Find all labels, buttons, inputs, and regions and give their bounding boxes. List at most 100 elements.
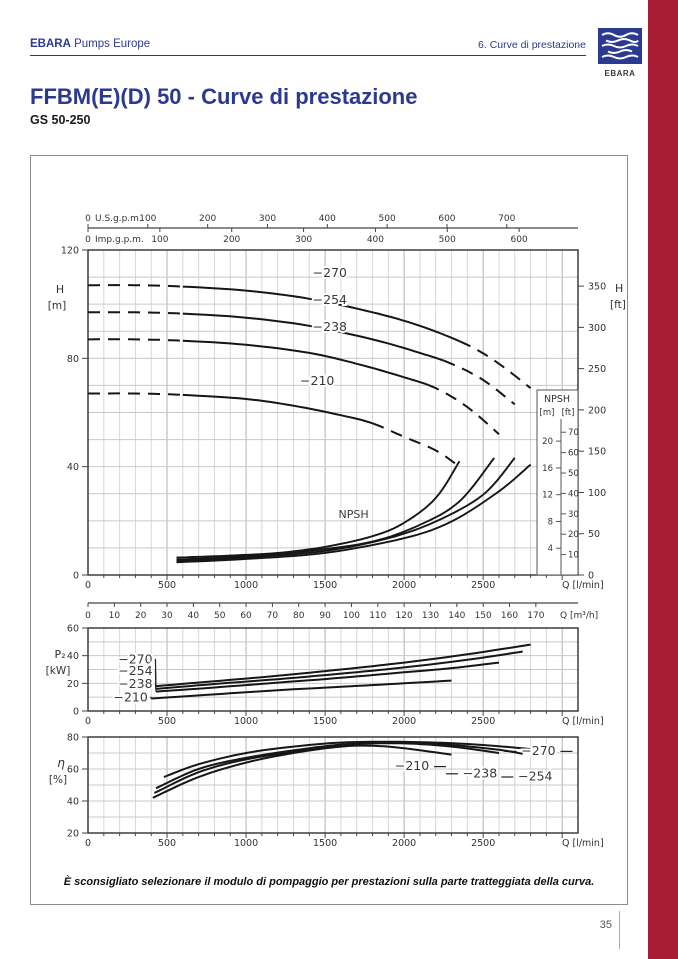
accent-bar [648, 0, 678, 959]
svg-text:0: 0 [73, 571, 79, 582]
svg-text:150: 150 [588, 447, 606, 458]
svg-text:20: 20 [135, 611, 147, 621]
curve-−210-dash-start [88, 392, 183, 396]
svg-text:120: 120 [396, 611, 413, 621]
header-rule [30, 55, 586, 56]
page-title: FFBM(E)(D) 50 - Curve di prestazione [30, 84, 418, 109]
curve-−238-dash-end [427, 383, 500, 435]
svg-text:50: 50 [214, 611, 226, 621]
svg-text:20: 20 [67, 679, 79, 690]
note-text: È sconsigliato selezionare il modulo di … [63, 876, 595, 888]
svg-text:0: 0 [85, 235, 91, 245]
svg-text:2500: 2500 [471, 838, 495, 849]
svg-text:40: 40 [67, 651, 79, 662]
svg-text:8: 8 [548, 517, 553, 527]
svg-text:−210: −210 [114, 689, 148, 704]
svg-text:200: 200 [199, 214, 216, 224]
eff-curve-−238 [153, 742, 500, 794]
svg-text:20: 20 [568, 530, 579, 540]
svg-text:NPSH: NPSH [544, 394, 570, 405]
svg-text:[m]: [m] [540, 408, 555, 418]
svg-text:600: 600 [511, 235, 528, 245]
svg-text:10: 10 [109, 611, 121, 621]
svg-text:20: 20 [542, 437, 553, 447]
curve-−254-dash-start [88, 311, 183, 315]
svg-text:−254: −254 [313, 292, 347, 307]
svg-text:60: 60 [240, 611, 252, 621]
svg-text:−210: −210 [395, 758, 429, 773]
svg-text:−270: −270 [118, 651, 152, 666]
svg-text:300: 300 [259, 214, 276, 224]
svg-text:40: 40 [568, 489, 579, 499]
svg-text:P₂: P₂ [54, 648, 65, 661]
svg-text:100: 100 [588, 488, 606, 499]
svg-text:12: 12 [542, 491, 553, 501]
svg-text:50: 50 [588, 529, 600, 540]
svg-text:NPSH: NPSH [338, 508, 368, 521]
svg-text:Q [l/min]: Q [l/min] [562, 580, 604, 591]
svg-text:100: 100 [139, 214, 156, 224]
svg-text:2000: 2000 [392, 838, 416, 849]
svg-text:−210: −210 [300, 373, 334, 388]
svg-text:[m]: [m] [48, 300, 66, 312]
svg-text:200: 200 [588, 405, 606, 416]
svg-text:−238: −238 [118, 676, 152, 691]
svg-text:500: 500 [439, 235, 456, 245]
svg-text:[%]: [%] [49, 774, 67, 786]
svg-text:[ft]: [ft] [562, 408, 575, 418]
header-brand: EBARA Pumps Europe [30, 38, 150, 50]
svg-text:0: 0 [588, 571, 594, 582]
svg-text:2500: 2500 [471, 716, 495, 727]
svg-text:[kW]: [kW] [46, 665, 71, 677]
svg-text:0: 0 [73, 707, 79, 718]
logo-wordmark: EBARA [604, 69, 636, 78]
svg-text:20: 20 [67, 829, 79, 840]
power-chart: 60 40 20 0 P₂ [kW] 0 500 1000 1500 2000 2500 Q [l/mi… [46, 624, 604, 728]
svg-text:100: 100 [343, 611, 360, 621]
logo-waves-icon [598, 28, 642, 64]
svg-text:40: 40 [67, 462, 79, 473]
curve-−270-dash-start [88, 284, 183, 288]
svg-text:80: 80 [67, 733, 79, 744]
svg-text:60: 60 [67, 765, 79, 776]
svg-text:300: 300 [295, 235, 312, 245]
svg-text:−254: −254 [518, 769, 552, 784]
svg-text:η: η [57, 756, 65, 770]
svg-text:U.S.g.p.m.: U.S.g.p.m. [95, 214, 142, 224]
svg-text:−238: −238 [313, 319, 347, 334]
svg-text:2000: 2000 [392, 716, 416, 727]
svg-text:300: 300 [588, 323, 606, 334]
svg-text:0: 0 [85, 214, 91, 224]
svg-text:4: 4 [548, 544, 553, 554]
svg-text:1500: 1500 [313, 580, 337, 591]
svg-text:H: H [615, 282, 623, 295]
svg-text:−254: −254 [118, 663, 152, 678]
power-curve-−210 [151, 679, 452, 700]
eff-curve-−270 [163, 740, 531, 778]
svg-text:600: 600 [438, 214, 455, 224]
svg-text:Q [m³/h]: Q [m³/h] [560, 611, 598, 621]
curve-−254 [182, 312, 444, 362]
svg-text:1000: 1000 [234, 716, 258, 727]
svg-text:150: 150 [475, 611, 492, 621]
curve-−270-dash-end [459, 340, 532, 389]
page-subtitle: GS 50-250 [30, 113, 91, 127]
power-curve-−270 [155, 643, 531, 688]
npsh-curve-−210 [176, 460, 461, 559]
svg-text:200: 200 [223, 235, 240, 245]
svg-text:500: 500 [158, 580, 176, 591]
svg-text:170: 170 [527, 611, 544, 621]
svg-text:70: 70 [267, 611, 279, 621]
svg-text:30: 30 [568, 510, 579, 520]
svg-text:16: 16 [542, 464, 553, 474]
svg-text:2500: 2500 [471, 580, 495, 591]
svg-text:700: 700 [498, 214, 515, 224]
brand-name: EBARA [30, 38, 71, 50]
svg-text:H: H [56, 283, 64, 296]
svg-text:400: 400 [319, 214, 336, 224]
svg-text:2000: 2000 [392, 580, 416, 591]
svg-text:350: 350 [588, 282, 606, 293]
svg-text:60: 60 [67, 624, 79, 635]
curve-−238-dash-start [88, 338, 183, 342]
